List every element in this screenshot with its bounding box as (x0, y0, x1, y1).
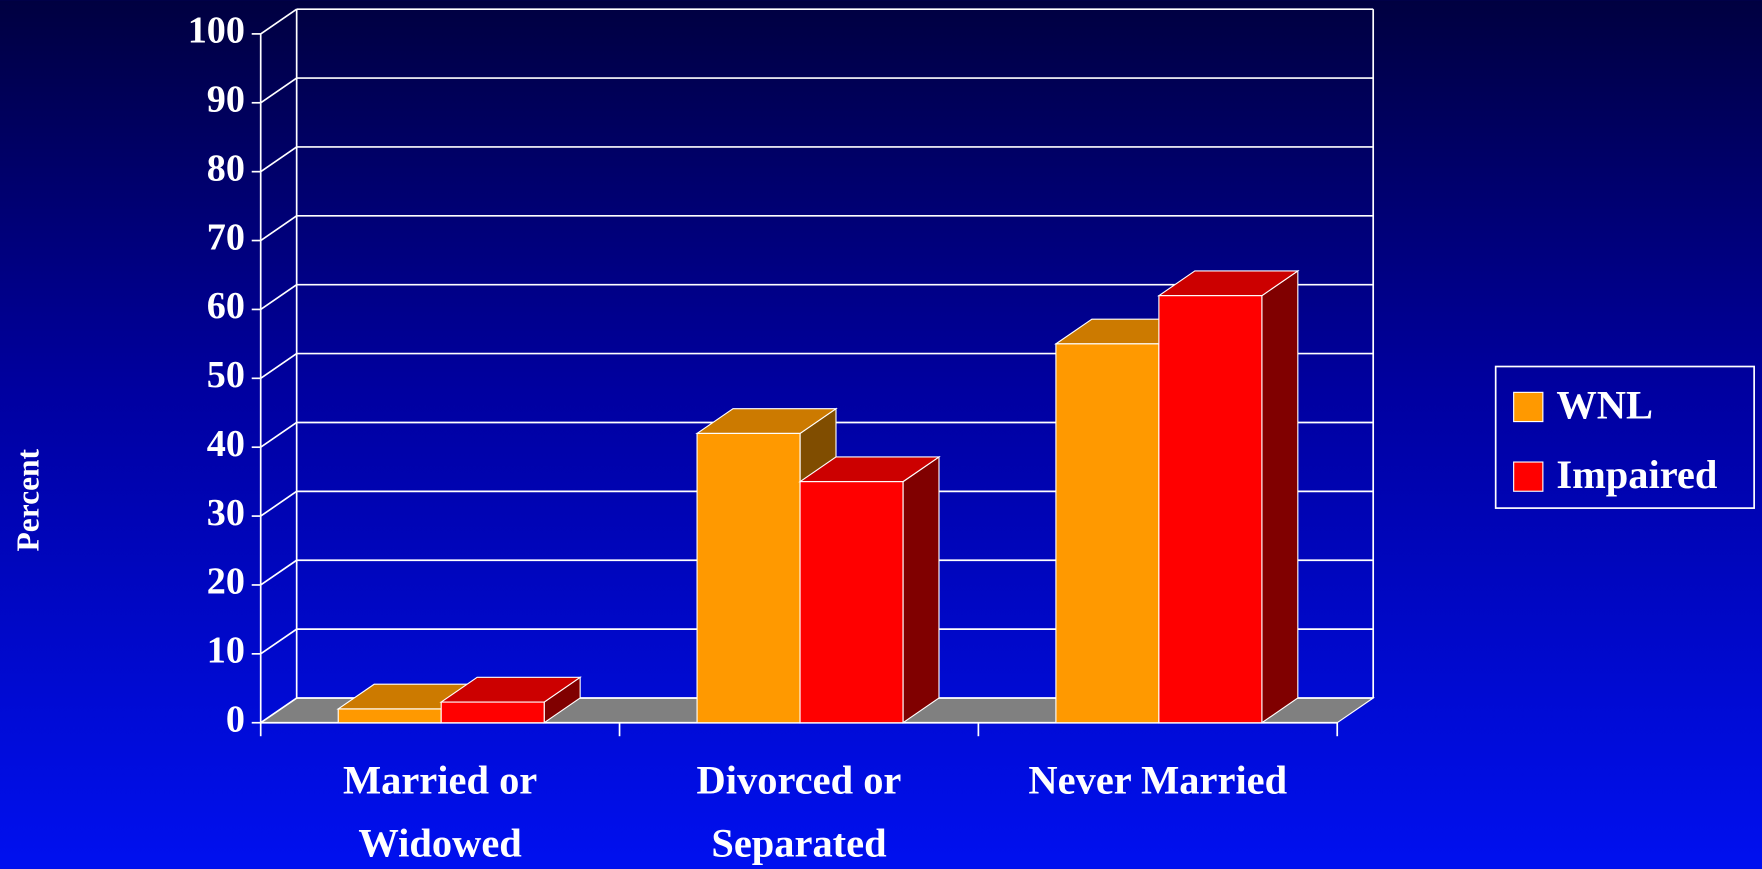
y-axis-label: Percent (11, 448, 46, 551)
grid-diagonal (260, 8, 298, 35)
y-tick-label: 70 (207, 216, 245, 258)
grid-diagonal (260, 421, 298, 448)
legend-box (1494, 365, 1755, 509)
x-tick-label: Married or Widowed (342, 757, 538, 866)
y-tick-label: 10 (207, 630, 245, 672)
y-tick-label: 0 (226, 699, 245, 741)
grid-diagonal (260, 697, 298, 724)
y-tick-label: 50 (207, 354, 245, 396)
y-tick-label: 30 (207, 492, 245, 534)
bar-side (902, 455, 940, 724)
y-tick-label: 100 (188, 10, 245, 52)
y-tick-label: 20 (207, 561, 245, 603)
grid-diagonal (260, 215, 298, 242)
legend-swatch (1513, 461, 1544, 492)
grid-diagonal (260, 284, 298, 311)
x-tick-label: Never Married (1028, 757, 1288, 803)
bar (696, 432, 801, 724)
legend-label: Impaired (1556, 452, 1718, 497)
bar (440, 701, 545, 724)
bar (1055, 343, 1160, 724)
bar-side (1261, 269, 1299, 724)
legend-label: WNL (1556, 382, 1653, 427)
y-tick-label: 60 (207, 285, 245, 327)
grid-diagonal (260, 352, 298, 380)
grid-diagonal (260, 628, 298, 655)
x-tick-label-box: Divorced or Separated (696, 757, 902, 866)
bar (799, 481, 904, 724)
x-tick-label: Divorced or Separated (696, 757, 902, 866)
grid-diagonal (260, 559, 298, 586)
legend-swatch (1513, 391, 1544, 423)
bar (1158, 295, 1263, 724)
bar (337, 708, 442, 724)
y-tick-label: 90 (207, 79, 245, 121)
y-tick-label: 40 (207, 423, 245, 465)
grid-diagonal (260, 77, 298, 104)
x-tick-label-box: Married or Widowed (342, 757, 538, 866)
grid-diagonal (260, 490, 298, 517)
x-tick-label-box: Never Married (1028, 757, 1288, 803)
y-tick-label: 80 (207, 147, 245, 189)
grid-diagonal (260, 146, 298, 173)
